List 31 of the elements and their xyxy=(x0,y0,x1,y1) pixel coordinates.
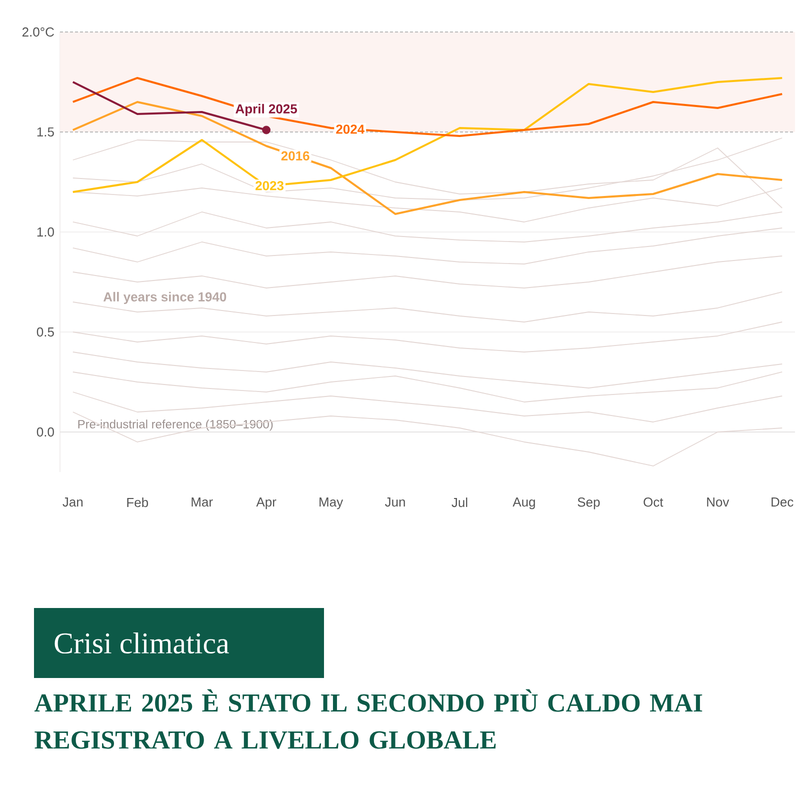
x-tick-label: Jan xyxy=(62,498,83,507)
y-tick-label: 2.0°C xyxy=(22,27,54,37)
line-series xyxy=(72,412,783,466)
x-tick-label: Aug xyxy=(512,498,535,510)
text: APRILE 2025 È STATO IL SECONDO PIÙ CALDO MAI REGISTRATO A LIVELLO GLOBALE xyxy=(34,689,702,749)
y-tick-label: 1.0 xyxy=(37,227,54,237)
ref-line-label: Pre-industrial reference (1850–1900) xyxy=(78,420,273,431)
x-tick-label: Nov xyxy=(707,498,730,507)
y-tick-label: 0.0 xyxy=(36,427,54,437)
y-tick-label: 0.5 xyxy=(36,327,54,337)
x-tick-label: Jun xyxy=(384,498,405,507)
x-tick-label: Apr xyxy=(256,498,276,510)
x-tick-label: May xyxy=(320,498,344,510)
x-tick-label: Oct xyxy=(644,498,664,507)
x-tick-label: Dec xyxy=(772,498,794,507)
annotation: All years since 1940 xyxy=(103,292,226,304)
line-series xyxy=(72,228,783,264)
series-label: April 2025 xyxy=(236,104,298,116)
line-series xyxy=(72,256,783,288)
x-tick-label: Feb xyxy=(127,498,148,508)
line-series xyxy=(72,322,783,352)
line-series xyxy=(72,100,784,215)
line-series xyxy=(72,212,783,242)
text: Crisi climatica xyxy=(54,632,229,654)
line-series xyxy=(72,76,784,193)
series-label: 2016 xyxy=(281,151,310,160)
series-label: 2024 xyxy=(336,124,365,134)
x-tick-label: Mar xyxy=(192,498,213,507)
y-tick-label: 1.5 xyxy=(37,127,54,137)
x-tick-label: Jul xyxy=(452,498,468,508)
x-tick-label: Sep xyxy=(578,498,600,510)
